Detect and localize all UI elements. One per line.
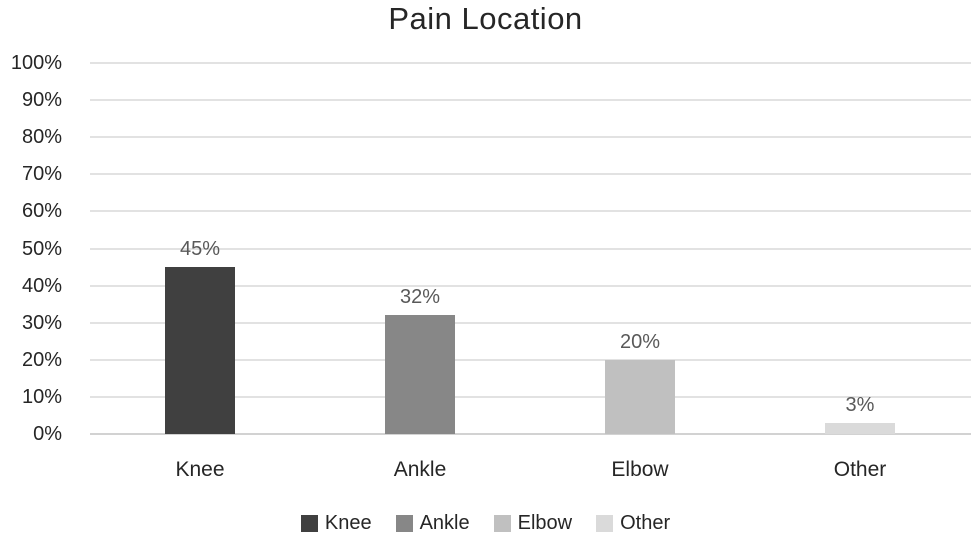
- legend-item-knee: Knee: [300, 512, 372, 534]
- y-tick-label: 20%: [21, 348, 62, 371]
- gridline: [90, 247, 971, 250]
- y-tick-label: 10%: [21, 385, 62, 408]
- gridline: [90, 99, 971, 102]
- y-tick-label: 90%: [21, 89, 62, 112]
- legend-item-elbow: Elbow: [493, 512, 573, 534]
- y-tick-label: 30%: [21, 311, 62, 334]
- legend-label-ankle: Ankle: [419, 512, 470, 534]
- gridline: [90, 395, 971, 398]
- gridline: [90, 62, 971, 64]
- legend-item-ankle: Ankle: [395, 512, 470, 534]
- y-tick-label: 50%: [21, 237, 62, 260]
- bar-value-label-elbow: 20%: [619, 330, 661, 353]
- gridline: [90, 321, 971, 324]
- x-category-label-knee: Knee: [175, 458, 225, 481]
- legend-label-elbow: Elbow: [517, 512, 573, 534]
- y-tick-label: 80%: [21, 126, 62, 149]
- bar-value-label-ankle: 32%: [399, 286, 441, 309]
- legend-item-other: Other: [596, 512, 670, 534]
- bar-other: [825, 422, 895, 434]
- y-tick-label: 100%: [10, 52, 62, 74]
- y-tick-label: 70%: [21, 163, 62, 186]
- bar-ankle: [385, 315, 455, 434]
- y-tick-label: 0%: [33, 423, 62, 445]
- legend-swatch-elbow-icon: [493, 514, 511, 532]
- bar-value-label-other: 3%: [845, 393, 875, 416]
- bar-elbow: [605, 359, 675, 434]
- chart-title: Pain Location: [388, 1, 583, 36]
- legend: Knee Ankle Elbow Other: [0, 512, 971, 534]
- x-category-label-elbow: Elbow: [611, 458, 669, 481]
- x-category-label-other: Other: [833, 458, 887, 481]
- x-axis-line: [90, 433, 971, 435]
- legend-swatch-ankle-icon: [395, 514, 413, 532]
- legend-swatch-other-icon: [596, 514, 614, 532]
- bar-value-label-knee: 45%: [179, 238, 221, 261]
- gridline: [90, 358, 971, 361]
- gridline: [90, 136, 971, 139]
- gridline: [90, 173, 971, 176]
- y-tick-label: 40%: [21, 274, 62, 297]
- bar-knee: [165, 267, 235, 434]
- legend-label-other: Other: [620, 512, 671, 534]
- gridline: [90, 284, 971, 287]
- legend-label-knee: Knee: [324, 512, 372, 534]
- gridline: [90, 210, 971, 213]
- legend-swatch-knee-icon: [300, 514, 318, 532]
- x-category-label-ankle: Ankle: [393, 458, 447, 481]
- y-tick-label: 60%: [21, 200, 62, 223]
